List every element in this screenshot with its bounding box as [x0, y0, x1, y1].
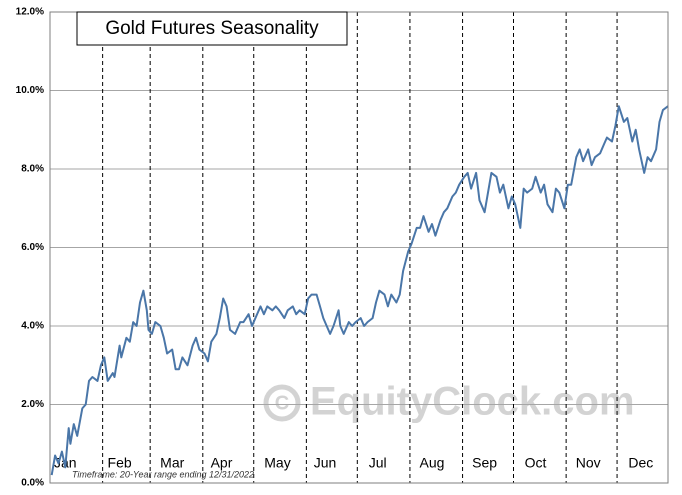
chart-title: Gold Futures Seasonality	[105, 18, 319, 39]
y-tick-label: 0.0%	[21, 478, 44, 489]
x-tick-label: Feb	[108, 455, 132, 471]
y-tick-label: 12.0%	[16, 7, 44, 18]
x-tick-label: Aug	[420, 455, 445, 471]
x-tick-label: Dec	[628, 455, 653, 471]
footnote: Timeframe: 20-Year range ending 12/31/20…	[72, 469, 254, 479]
watermark-icon-letter: C	[275, 392, 289, 414]
y-tick-label: 6.0%	[21, 242, 44, 253]
series-line	[50, 105, 669, 476]
x-tick-label: Jun	[314, 455, 337, 471]
y-tick-label: 2.0%	[21, 399, 44, 410]
x-tick-label: Mar	[160, 455, 184, 471]
y-tick-label: 10.0%	[16, 85, 44, 96]
x-tick-label: May	[264, 455, 290, 471]
y-tick-label: 8.0%	[21, 164, 44, 175]
x-tick-label: Jul	[369, 455, 387, 471]
watermark-icon	[263, 384, 301, 422]
watermark-group: C EquityClock.com	[263, 380, 635, 424]
title-box	[76, 11, 348, 46]
x-tick-label: Apr	[211, 455, 233, 471]
plot-border	[49, 11, 669, 484]
watermark: EquityClock.com	[310, 380, 635, 424]
x-tick-label: Nov	[576, 455, 601, 471]
x-tick-label: Sep	[472, 455, 497, 471]
x-tick-label: Oct	[525, 455, 547, 471]
y-tick-label: 4.0%	[21, 321, 44, 332]
